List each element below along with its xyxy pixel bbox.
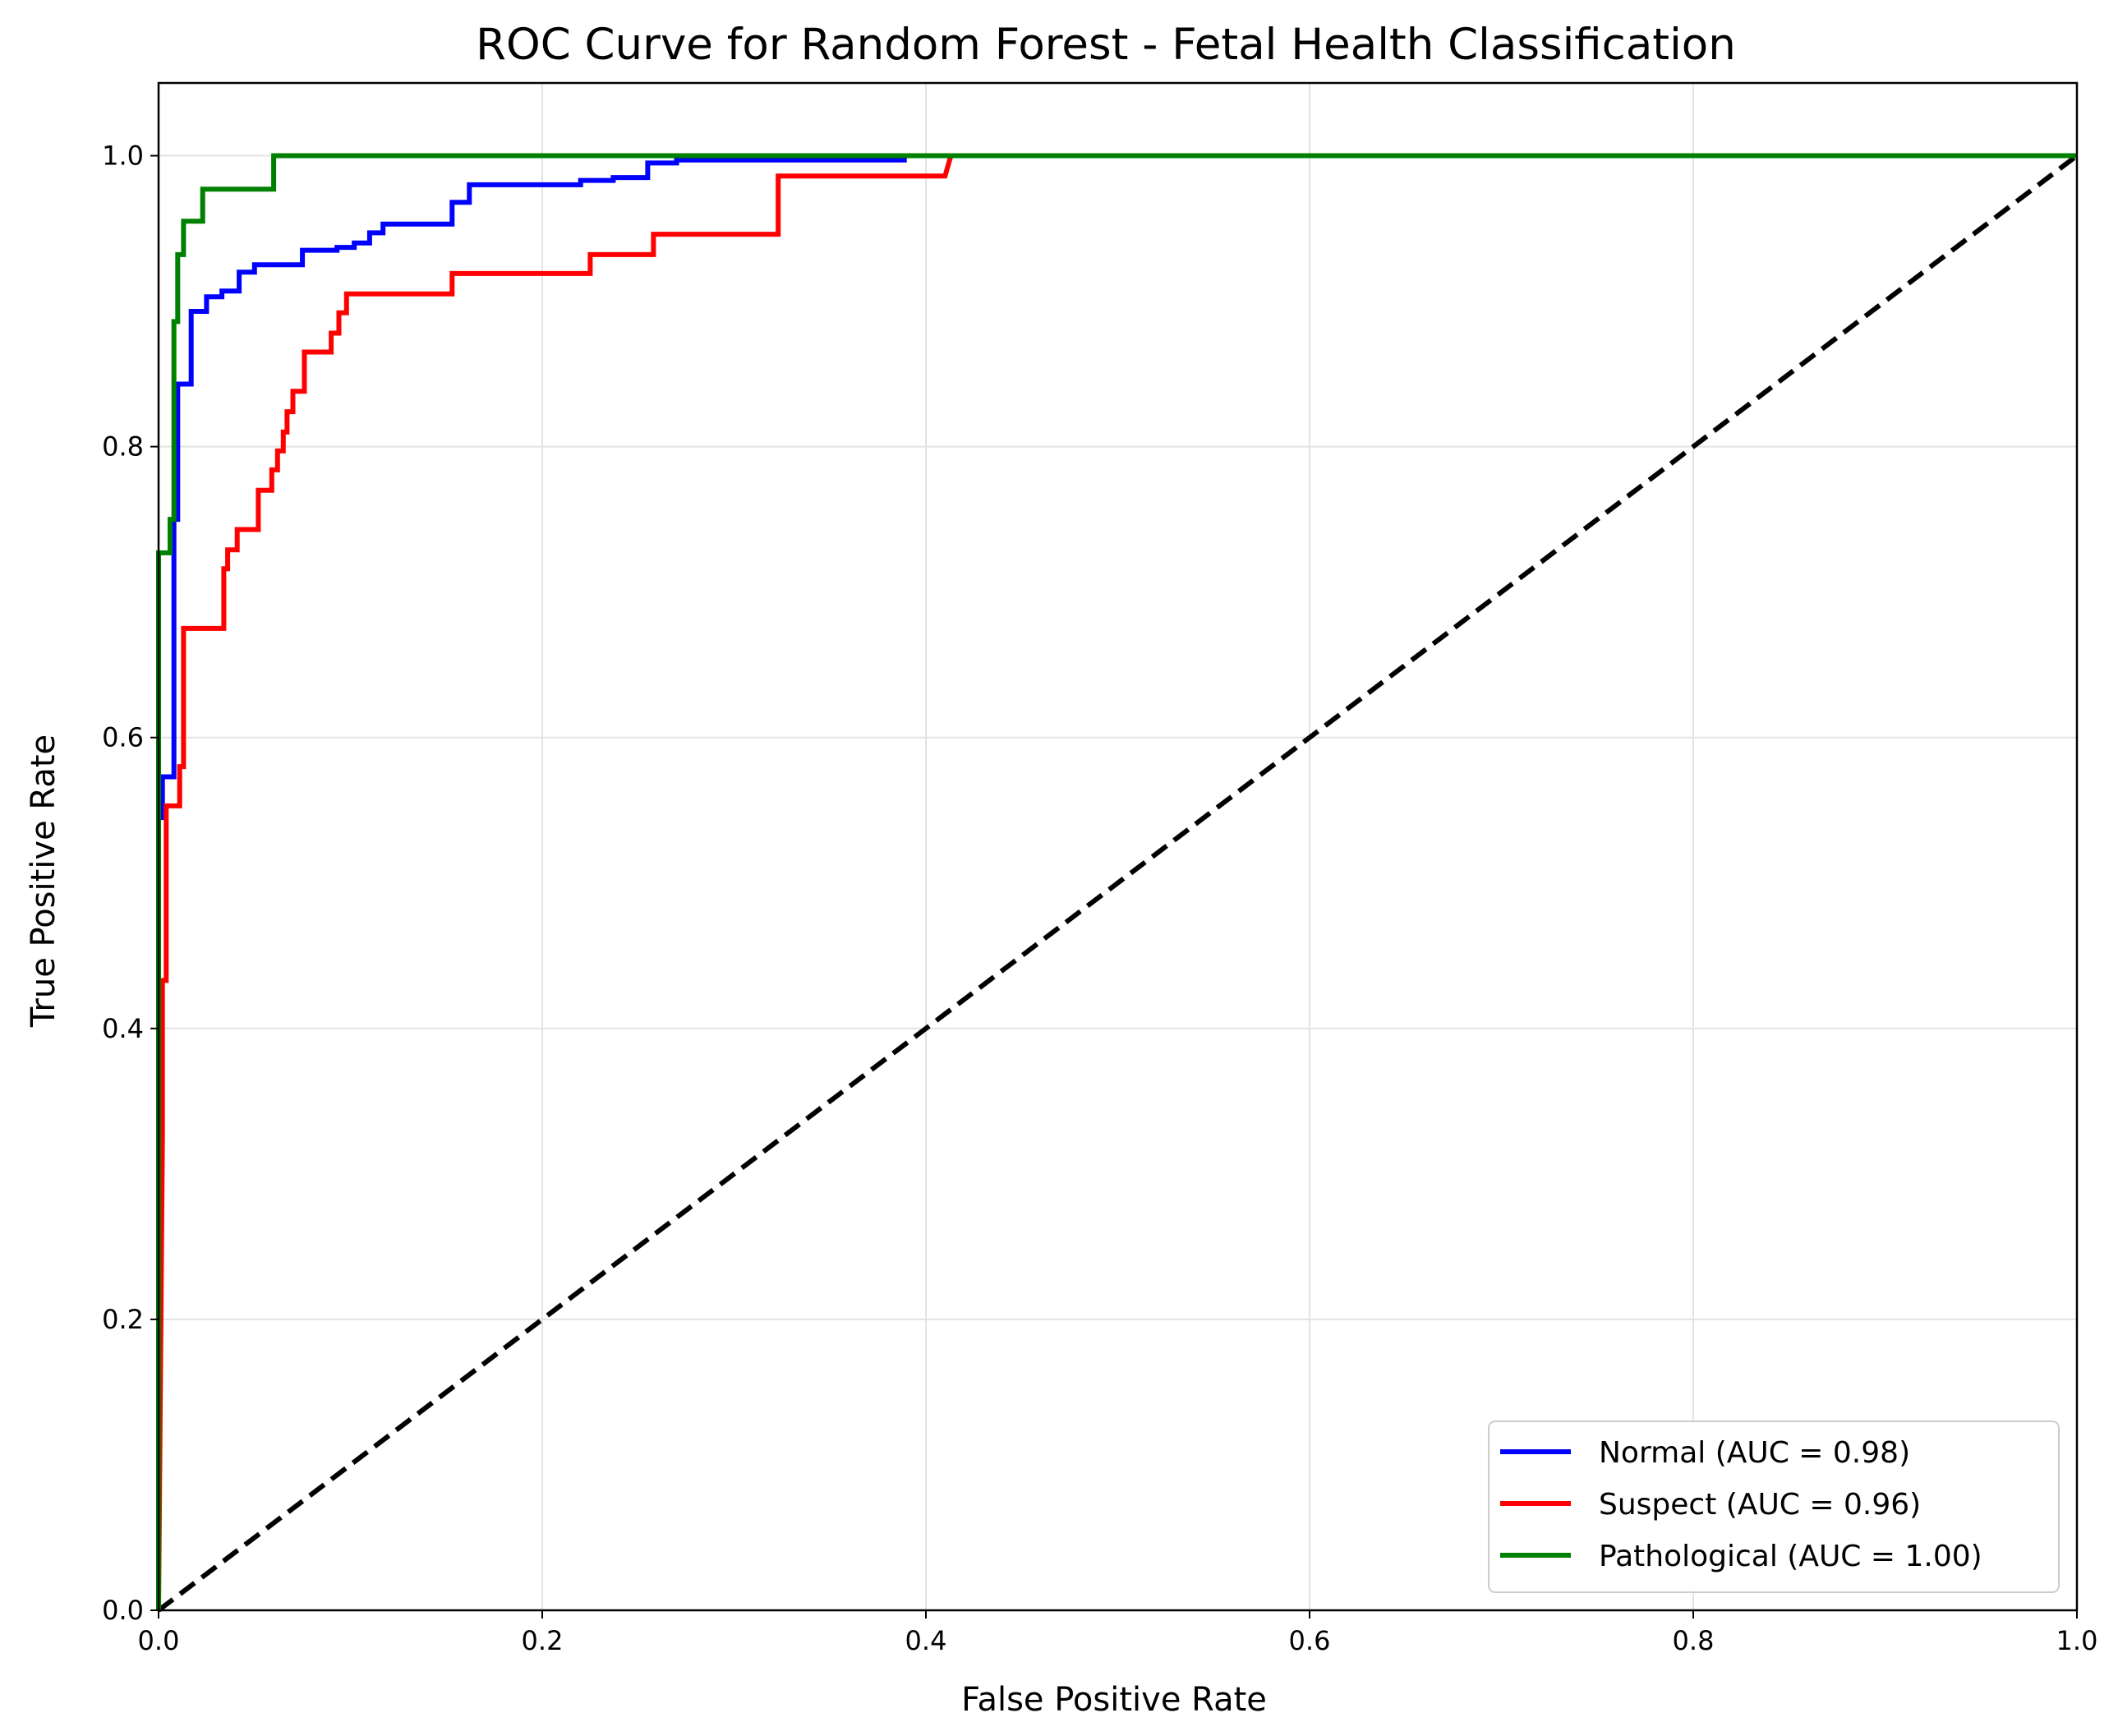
legend-label: Pathological (AUC = 1.00): [1599, 1540, 1982, 1573]
x-axis-label: False Positive Rate: [961, 1681, 1267, 1719]
reference-line: [157, 154, 2079, 1613]
series-line: [156, 153, 2077, 1610]
y-tick-label: 1.0: [102, 140, 144, 172]
legend: Normal (AUC = 0.98) Suspect (AUC = 0.96) P…: [1488, 1421, 2060, 1593]
x-tick-label: 0.2: [522, 1625, 564, 1656]
y-axis-ticks: 0.0 0.2 0.4 0.6 0.8 1.0: [102, 140, 159, 1626]
x-tick-label: 1.0: [2056, 1625, 2098, 1656]
y-axis-label: True Positive Rate: [25, 734, 62, 1028]
grid-lines: [158, 83, 2078, 1611]
y-tick-label: 0.0: [102, 1595, 144, 1626]
plot-frame: [157, 81, 2079, 1612]
legend-box: [1488, 1421, 2060, 1593]
y-tick-label: 0.8: [102, 431, 144, 463]
x-tick-label: 0.0: [138, 1625, 180, 1656]
x-tick-label: 0.6: [1289, 1625, 1331, 1656]
x-tick-label: 0.8: [1673, 1625, 1715, 1656]
y-tick-label: 0.2: [102, 1304, 144, 1335]
series-line: [156, 157, 907, 1610]
y-tick-label: 0.6: [102, 722, 144, 753]
x-axis-ticks: 0.0 0.2 0.4 0.6 0.8 1.0: [138, 1610, 2098, 1656]
x-tick-label: 0.4: [905, 1625, 947, 1656]
series-lines: [156, 153, 2077, 1611]
reference-diagonal: [157, 154, 2079, 1613]
chart-title: ROC Curve for Random Forest - Fetal Heal…: [476, 20, 1736, 70]
legend-label: Suspect (AUC = 0.96): [1599, 1488, 1921, 1522]
legend-label: Normal (AUC = 0.98): [1599, 1436, 1910, 1470]
series-line: [156, 153, 2077, 1611]
y-tick-label: 0.4: [102, 1013, 144, 1044]
